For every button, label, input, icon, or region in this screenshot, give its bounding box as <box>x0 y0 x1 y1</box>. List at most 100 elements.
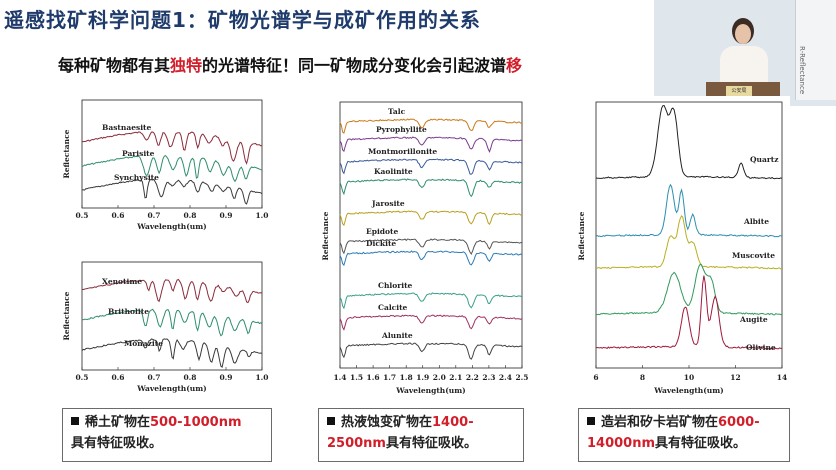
series-label: Britholite <box>108 307 149 316</box>
x-tick-label: 2.4 <box>499 373 512 382</box>
slide-title: 遥感找矿科学问题1：矿物光谱学与成矿作用的关系 <box>4 8 481 32</box>
x-axis-label: Wavelength(um) <box>395 386 465 395</box>
series-label: Calcite <box>378 303 408 312</box>
spectra-chart: 6 8 10 12 14 Wavelength(um) Reflectance Quartz A… <box>577 101 787 395</box>
series-label: Parisite <box>122 149 155 158</box>
spectrum-line <box>595 214 783 270</box>
spectrum-line <box>339 342 523 360</box>
spectra-chart: 0.5 0.6 0.7 0.8 0.9 1.0 Wavelength(um) Reflecta… <box>62 261 269 393</box>
spectra-panel-rock-forming: 6 8 10 12 14 Wavelength(um) Reflectance Quartz A… <box>572 96 790 396</box>
spectrum-line <box>595 275 782 350</box>
x-tick-label: 2.1 <box>449 373 462 382</box>
x-tick-label: 2.2 <box>466 373 479 382</box>
x-tick-label: 2.0 <box>433 373 446 382</box>
x-tick-label: 1.8 <box>400 373 413 382</box>
series-label: Alunite <box>381 331 413 340</box>
slide-subtitle: 每种矿物都有其独特的光谱特征！同一矿物成分变化会引起波谱移 <box>58 52 522 76</box>
spectra-panel-hydrothermal: 1.4 1.5 1.6 1.7 1.8 1.9 2.0 2.1 2.2 2.3 2.4 2.5 Wave… <box>316 96 530 396</box>
spectrum-line <box>339 210 523 227</box>
spectrum-line <box>339 238 523 256</box>
spectrum-line <box>339 250 523 267</box>
plot-frame <box>339 101 523 369</box>
plot-frame <box>81 261 263 371</box>
bullet-icon <box>71 417 79 425</box>
wall-poster: R-Reflectance <box>795 0 836 100</box>
series-label: Kaolinite <box>374 167 413 176</box>
spectrum-line <box>595 263 782 316</box>
spectra-panel-rare-earth-1: 0.5 0.6 0.7 0.8 0.9 1.0 Wavelength(um) Reflecta… <box>60 92 270 232</box>
x-tick-label: 1.0 <box>255 211 268 220</box>
x-tick-label: 2.5 <box>515 373 528 382</box>
y-axis-label: Reflectance <box>321 211 330 260</box>
bullet-icon <box>587 417 595 425</box>
series-label: Jarosite <box>371 199 405 208</box>
x-tick-label: 0.7 <box>147 211 160 220</box>
spectra-panel-rare-earth-2: 0.5 0.6 0.7 0.8 0.9 1.0 Wavelength(um) Reflecta… <box>60 254 270 396</box>
x-tick-label: 6 <box>593 373 598 382</box>
y-axis-label: Reflectance <box>62 129 71 178</box>
spectra-chart: 0.5 0.6 0.7 0.8 0.9 1.0 Wavelength(um) Reflecta… <box>62 99 269 231</box>
note-hydrothermal: 热液蚀变矿物在1400-2500nm具有特征吸收。 <box>318 408 524 462</box>
x-tick-label: 1.7 <box>383 373 396 382</box>
x-tick-label: 10 <box>684 373 694 382</box>
note-range: 500-1000nm <box>150 415 242 430</box>
presenter-face <box>735 24 751 44</box>
x-axis-label: Wavelength(um) <box>653 386 723 395</box>
subtitle-middle: 的光谱特征！同一矿物成分变化会引起波谱 <box>202 56 507 75</box>
x-tick-label: 14 <box>777 373 787 382</box>
note-range: 1400-2500nm <box>327 415 474 451</box>
spectrum-line <box>81 178 263 205</box>
series-label: Xenotime <box>102 277 142 286</box>
x-tick-label: 0.9 <box>219 211 232 220</box>
x-tick-label: 8 <box>640 373 645 382</box>
series-label: Bastnaesite <box>102 123 152 132</box>
x-tick-label: 0.5 <box>75 211 88 220</box>
note-range: 6000-14000nm <box>587 415 760 451</box>
bullet-icon <box>327 417 335 425</box>
subtitle-highlight: 独特 <box>170 56 203 75</box>
series-label: Montmorillonite <box>368 147 437 156</box>
note-rare-earth: 稀土矿物在500-1000nm 具有特征吸收。 <box>62 408 272 462</box>
x-tick-label: 1.0 <box>255 373 268 382</box>
x-tick-label: 1.5 <box>350 373 363 382</box>
x-tick-label: 1.9 <box>416 373 429 382</box>
spectrum-line <box>339 314 523 331</box>
plot-frame <box>81 99 263 209</box>
series-label: Synchysite <box>114 173 159 182</box>
series-label: Albite <box>743 217 769 226</box>
y-axis-label: Reflectance <box>577 211 586 260</box>
series-label: Talc <box>388 107 406 116</box>
x-tick-label: 0.7 <box>147 373 160 382</box>
x-tick-label: 0.8 <box>183 211 196 220</box>
spectrum-line <box>339 118 523 134</box>
spectrum-line <box>81 308 263 337</box>
series-label: Monazite <box>124 339 163 348</box>
spectrum-line <box>339 136 523 153</box>
y-axis-label: Reflectance <box>62 291 71 340</box>
note-text-tail: 具有特征吸收。 <box>385 436 477 451</box>
series-label: Dickite <box>366 239 396 248</box>
wall-text: R-Reflectance <box>798 46 806 95</box>
note-text-tail: 具有特征吸收。 <box>655 436 747 451</box>
subtitle-highlight-end: 移 <box>506 56 523 75</box>
x-tick-label: 0.6 <box>111 211 124 220</box>
note-text: 热液蚀变矿物在 <box>341 415 433 430</box>
series-label: Muscovite <box>732 251 775 260</box>
spectrum-line <box>81 154 263 183</box>
x-tick-label: 0.6 <box>111 373 124 382</box>
series-label: Chlorite <box>378 281 413 290</box>
spectrum-line <box>82 131 263 165</box>
note-text: 造岩和矽卡岩矿物在 <box>601 415 719 430</box>
series-label: Olivine <box>746 343 776 352</box>
x-tick-label: 12 <box>730 373 740 382</box>
x-tick-label: 2.3 <box>482 373 495 382</box>
x-tick-label: 1.4 <box>333 373 346 382</box>
spectrum-line <box>339 292 523 310</box>
note-text-tail: 具有特征吸收。 <box>71 436 163 451</box>
note-rock-forming: 造岩和矽卡岩矿物在6000-14000nm具有特征吸收。 <box>578 408 790 462</box>
podium-sign: 公安局 <box>726 86 752 96</box>
series-label: Quartz <box>750 155 779 164</box>
x-tick-label: 0.8 <box>183 373 196 382</box>
x-tick-label: 1.6 <box>367 373 380 382</box>
spectrum-line <box>339 158 523 175</box>
